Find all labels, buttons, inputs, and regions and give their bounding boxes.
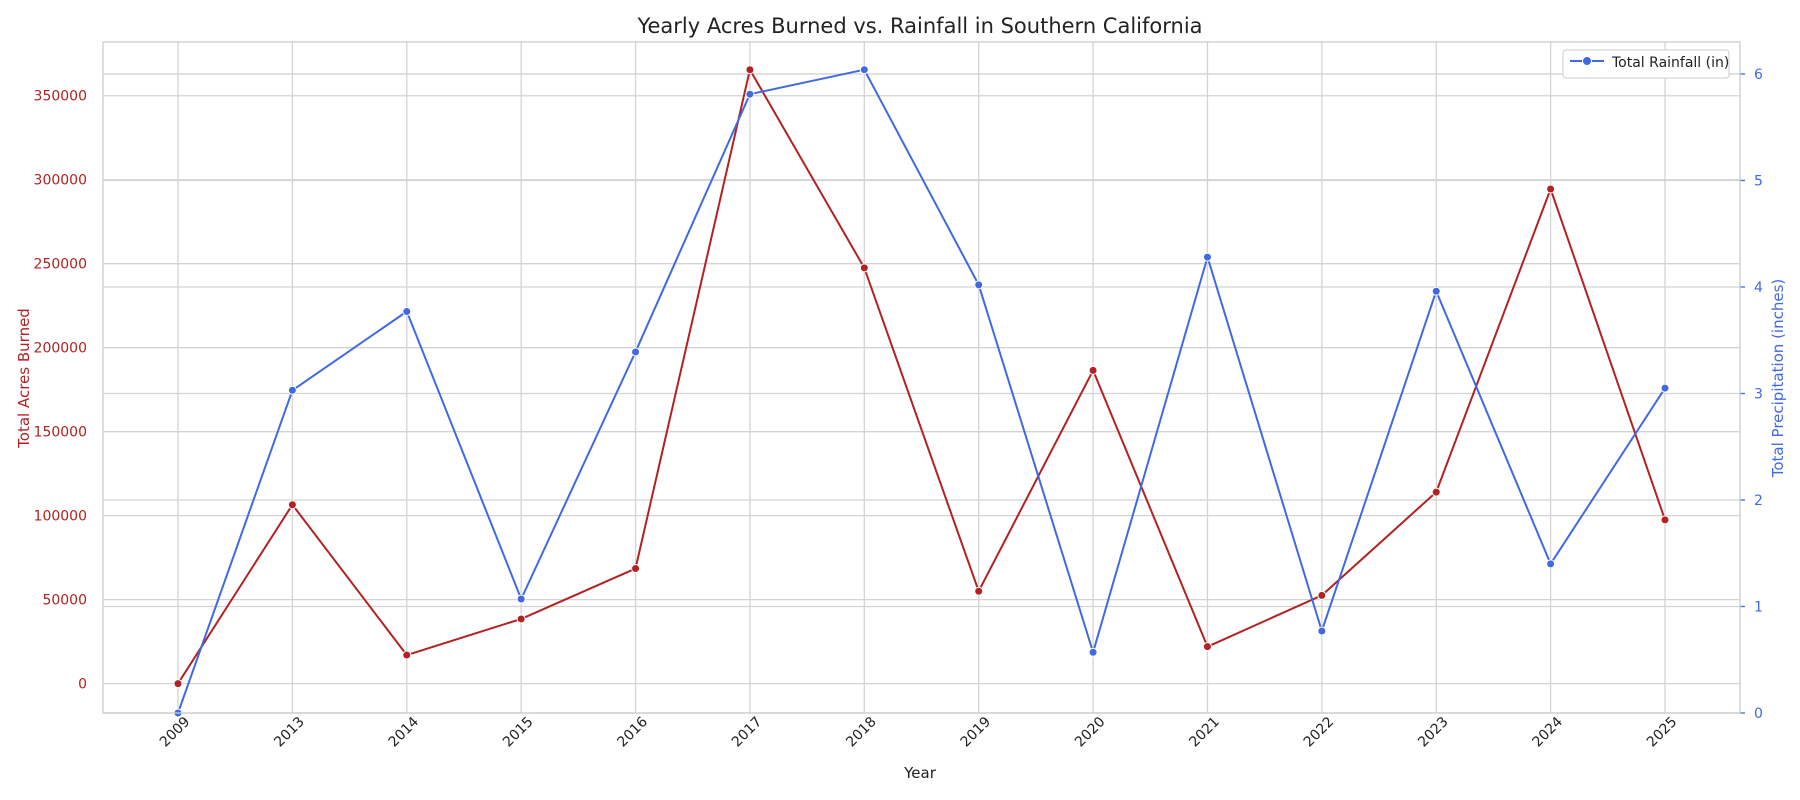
acres-point bbox=[859, 263, 869, 273]
grid-layer bbox=[103, 42, 1740, 714]
rainfall-point bbox=[287, 385, 297, 395]
right-y-tick-label: 0 bbox=[1754, 706, 1763, 722]
x-tick-label: 2014 bbox=[386, 714, 423, 751]
left-y-tick-label: 350000 bbox=[34, 89, 87, 105]
acres-point bbox=[1431, 487, 1441, 497]
acres-point bbox=[287, 500, 297, 510]
right-y-tick-label: 3 bbox=[1754, 386, 1763, 402]
rainfall-point bbox=[1088, 647, 1098, 657]
x-tick-label: 2013 bbox=[271, 714, 308, 751]
left-y-tick-label: 250000 bbox=[34, 257, 87, 273]
acres-point bbox=[173, 679, 183, 689]
acres-point bbox=[402, 650, 412, 660]
rainfall-point bbox=[859, 65, 869, 75]
acres-point bbox=[1202, 642, 1212, 652]
x-tick-label: 2024 bbox=[1530, 714, 1567, 751]
rainfall-point bbox=[1317, 626, 1327, 636]
x-tick-label: 2021 bbox=[1186, 714, 1223, 751]
legend-rainfall-marker bbox=[1582, 56, 1592, 66]
right-y-tick-label: 1 bbox=[1754, 599, 1763, 615]
x-tick-label: 2017 bbox=[729, 714, 766, 751]
acres-point bbox=[974, 586, 984, 596]
legend-rainfall-label: Total Rainfall (in) bbox=[1611, 55, 1729, 71]
chart-title: Yearly Acres Burned vs. Rainfall in Sout… bbox=[636, 14, 1202, 38]
left-y-tick-label: 150000 bbox=[34, 425, 87, 441]
rainfall-point bbox=[1431, 286, 1441, 296]
right-y-tick-label: 4 bbox=[1754, 280, 1763, 296]
x-tick-label: 2023 bbox=[1415, 714, 1452, 751]
legend: Total Rainfall (in) bbox=[1562, 49, 1730, 79]
x-tick-label: 2025 bbox=[1644, 714, 1681, 751]
left-y-tick-label: 100000 bbox=[34, 509, 87, 525]
rainfall-point bbox=[402, 306, 412, 316]
right-y-tick-label: 2 bbox=[1754, 493, 1763, 509]
acres-series-line bbox=[177, 68, 1666, 685]
x-tick-label: 2015 bbox=[500, 714, 537, 751]
rainfall-point bbox=[1546, 559, 1556, 569]
x-tick-label: 2016 bbox=[614, 714, 651, 751]
rainfall-point bbox=[516, 594, 526, 604]
rainfall-point bbox=[745, 89, 755, 99]
right-y-tick-label: 5 bbox=[1754, 173, 1763, 189]
acres-point bbox=[1546, 184, 1556, 194]
rainfall-point bbox=[1660, 383, 1670, 393]
acres-point bbox=[1660, 515, 1670, 525]
x-tick-label: 2009 bbox=[157, 714, 194, 751]
acres-point bbox=[1317, 590, 1327, 600]
acres-point bbox=[631, 564, 641, 574]
left-y-axis-label: Total Acres Burned bbox=[15, 308, 33, 449]
x-tick-label: 2018 bbox=[843, 714, 880, 751]
rainfall-point bbox=[974, 280, 984, 290]
rainfall-point bbox=[1202, 252, 1212, 262]
acres-point bbox=[745, 65, 755, 75]
legend-box bbox=[1562, 49, 1730, 79]
series-layer bbox=[173, 65, 1670, 718]
x-tick-label: 2022 bbox=[1301, 714, 1338, 751]
rainfall-series-line bbox=[177, 68, 1666, 714]
x-tick-label: 2020 bbox=[1072, 714, 1109, 751]
left-y-tick-label: 200000 bbox=[34, 341, 87, 357]
left-y-tick-label: 50000 bbox=[42, 593, 87, 609]
left-y-tick-label: 0 bbox=[78, 677, 87, 693]
x-axis-label: Year bbox=[903, 764, 937, 782]
right-y-axis-label: Total Precipitation (inches) bbox=[1769, 279, 1787, 479]
x-tick-label: 2019 bbox=[958, 714, 995, 751]
left-y-tick-label: 300000 bbox=[34, 173, 87, 189]
right-y-tick-label: 6 bbox=[1754, 67, 1763, 83]
acres-point bbox=[1088, 365, 1098, 375]
plot-frame bbox=[102, 41, 1741, 714]
rainfall-point bbox=[631, 347, 641, 357]
acres-point bbox=[516, 614, 526, 624]
